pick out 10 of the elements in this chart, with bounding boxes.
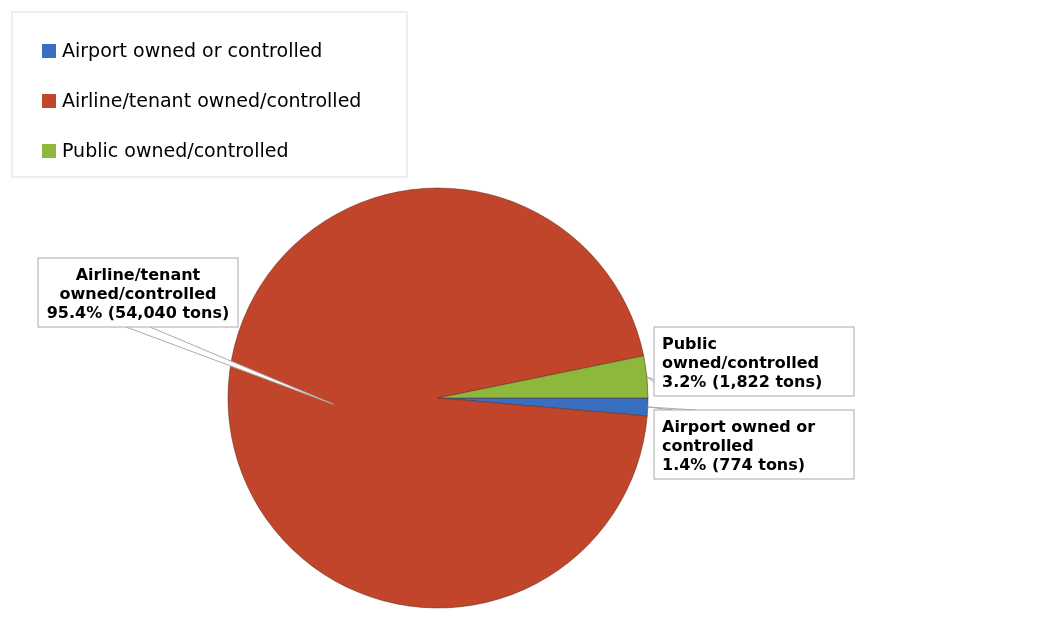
slice-label: Airport owned or controlled: [662, 417, 816, 455]
data-label: 1.4% (774 tons): [662, 455, 806, 474]
slice-label: Public owned/controlled: [662, 334, 819, 372]
data-label: 95.4% (54,040 tons): [46, 303, 230, 322]
legend-label: Public owned/controlled: [62, 139, 289, 161]
slice-label: Airline/tenant owned/controlled: [59, 265, 217, 303]
legend-label: Airport owned or controlled: [62, 39, 323, 61]
pie-slice: [227, 187, 648, 609]
legend-label: Airline/tenant owned/controlled: [62, 89, 362, 111]
data-label: 3.2% (1,822 tons): [662, 372, 823, 391]
